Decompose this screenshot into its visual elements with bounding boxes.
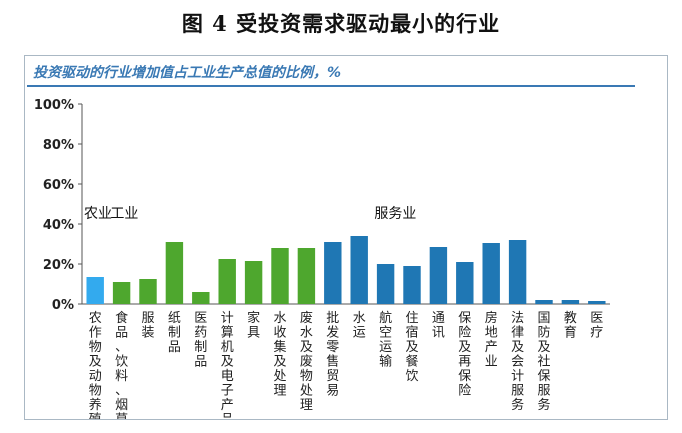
bar: [508, 240, 527, 304]
x-tick-label: 国防及社保服务: [537, 311, 550, 413]
x-tick-label: 家具: [247, 310, 260, 341]
group-label: 农业: [84, 206, 112, 222]
x-tick-label: 批发零售贸易: [326, 311, 339, 399]
bar: [350, 236, 368, 304]
x-tick-label: 纸制品: [168, 311, 181, 355]
bar: [482, 243, 500, 304]
bar: [86, 277, 104, 304]
x-tick-label: 水收集及处理: [273, 311, 286, 399]
bar: [403, 266, 421, 304]
group-label: 工业: [110, 206, 138, 222]
y-tick-label: 60%: [43, 178, 74, 193]
bar: [244, 261, 263, 304]
bar: [139, 279, 157, 304]
x-tick-label: 废水及废物处理: [300, 310, 313, 413]
y-tick-label: 20%: [43, 258, 74, 273]
x-tick-label: 保险及再保险: [458, 311, 471, 399]
x-tick-label: 通讯: [432, 311, 445, 341]
bar: [218, 259, 236, 304]
x-tick-label: 航空运输: [379, 310, 392, 370]
x-tick-label: 医疗: [590, 311, 603, 341]
figure-title: 图 4 受投资需求驱动最小的行业: [181, 11, 501, 36]
chart-panel: 投资驱动的行业增加值占工业生产总值的比例，% 0% 20% 40% 60% 80% 100…: [24, 55, 668, 420]
x-tick-label: 农作物及动物养殖: [89, 311, 102, 419]
bar: [165, 242, 184, 304]
y-tick-label: 40%: [43, 218, 74, 233]
y-tick-label: 80%: [43, 138, 74, 153]
x-tick-label: 服装: [141, 311, 154, 341]
chart-title: 投资驱动的行业增加值占工业生产总值的比例，%: [33, 65, 342, 81]
bar: [271, 248, 289, 304]
bar-chart: 0%20%40%60%80%100%农作物及动物养殖食品、饮料、烟草服装纸制品医…: [34, 98, 610, 419]
bar: [535, 300, 553, 304]
bar: [297, 248, 316, 304]
bar: [588, 301, 606, 304]
bar: [112, 282, 131, 304]
x-tick-label: 房地产业: [485, 310, 498, 370]
bar: [324, 242, 342, 304]
x-tick-label: 医药制品: [194, 311, 207, 370]
x-tick-label: 住宿及餐饮: [405, 311, 418, 384]
title-rule: [27, 85, 635, 87]
bar: [429, 247, 448, 304]
x-tick-label: 计算机及电子产品: [221, 311, 234, 419]
x-tick-label: 教育: [564, 310, 577, 341]
group-label: 服务业: [374, 206, 416, 222]
x-tick-label: 食品、饮料、烟草: [115, 310, 128, 419]
bar: [456, 262, 474, 304]
x-tick-label: 法律及会计服务: [511, 311, 524, 413]
bar: [561, 300, 580, 304]
bar: [376, 264, 395, 304]
y-tick-label: 100%: [34, 98, 74, 113]
y-tick-label: 0%: [52, 298, 74, 313]
bar: [192, 292, 210, 304]
x-tick-label: 水运: [353, 311, 366, 341]
